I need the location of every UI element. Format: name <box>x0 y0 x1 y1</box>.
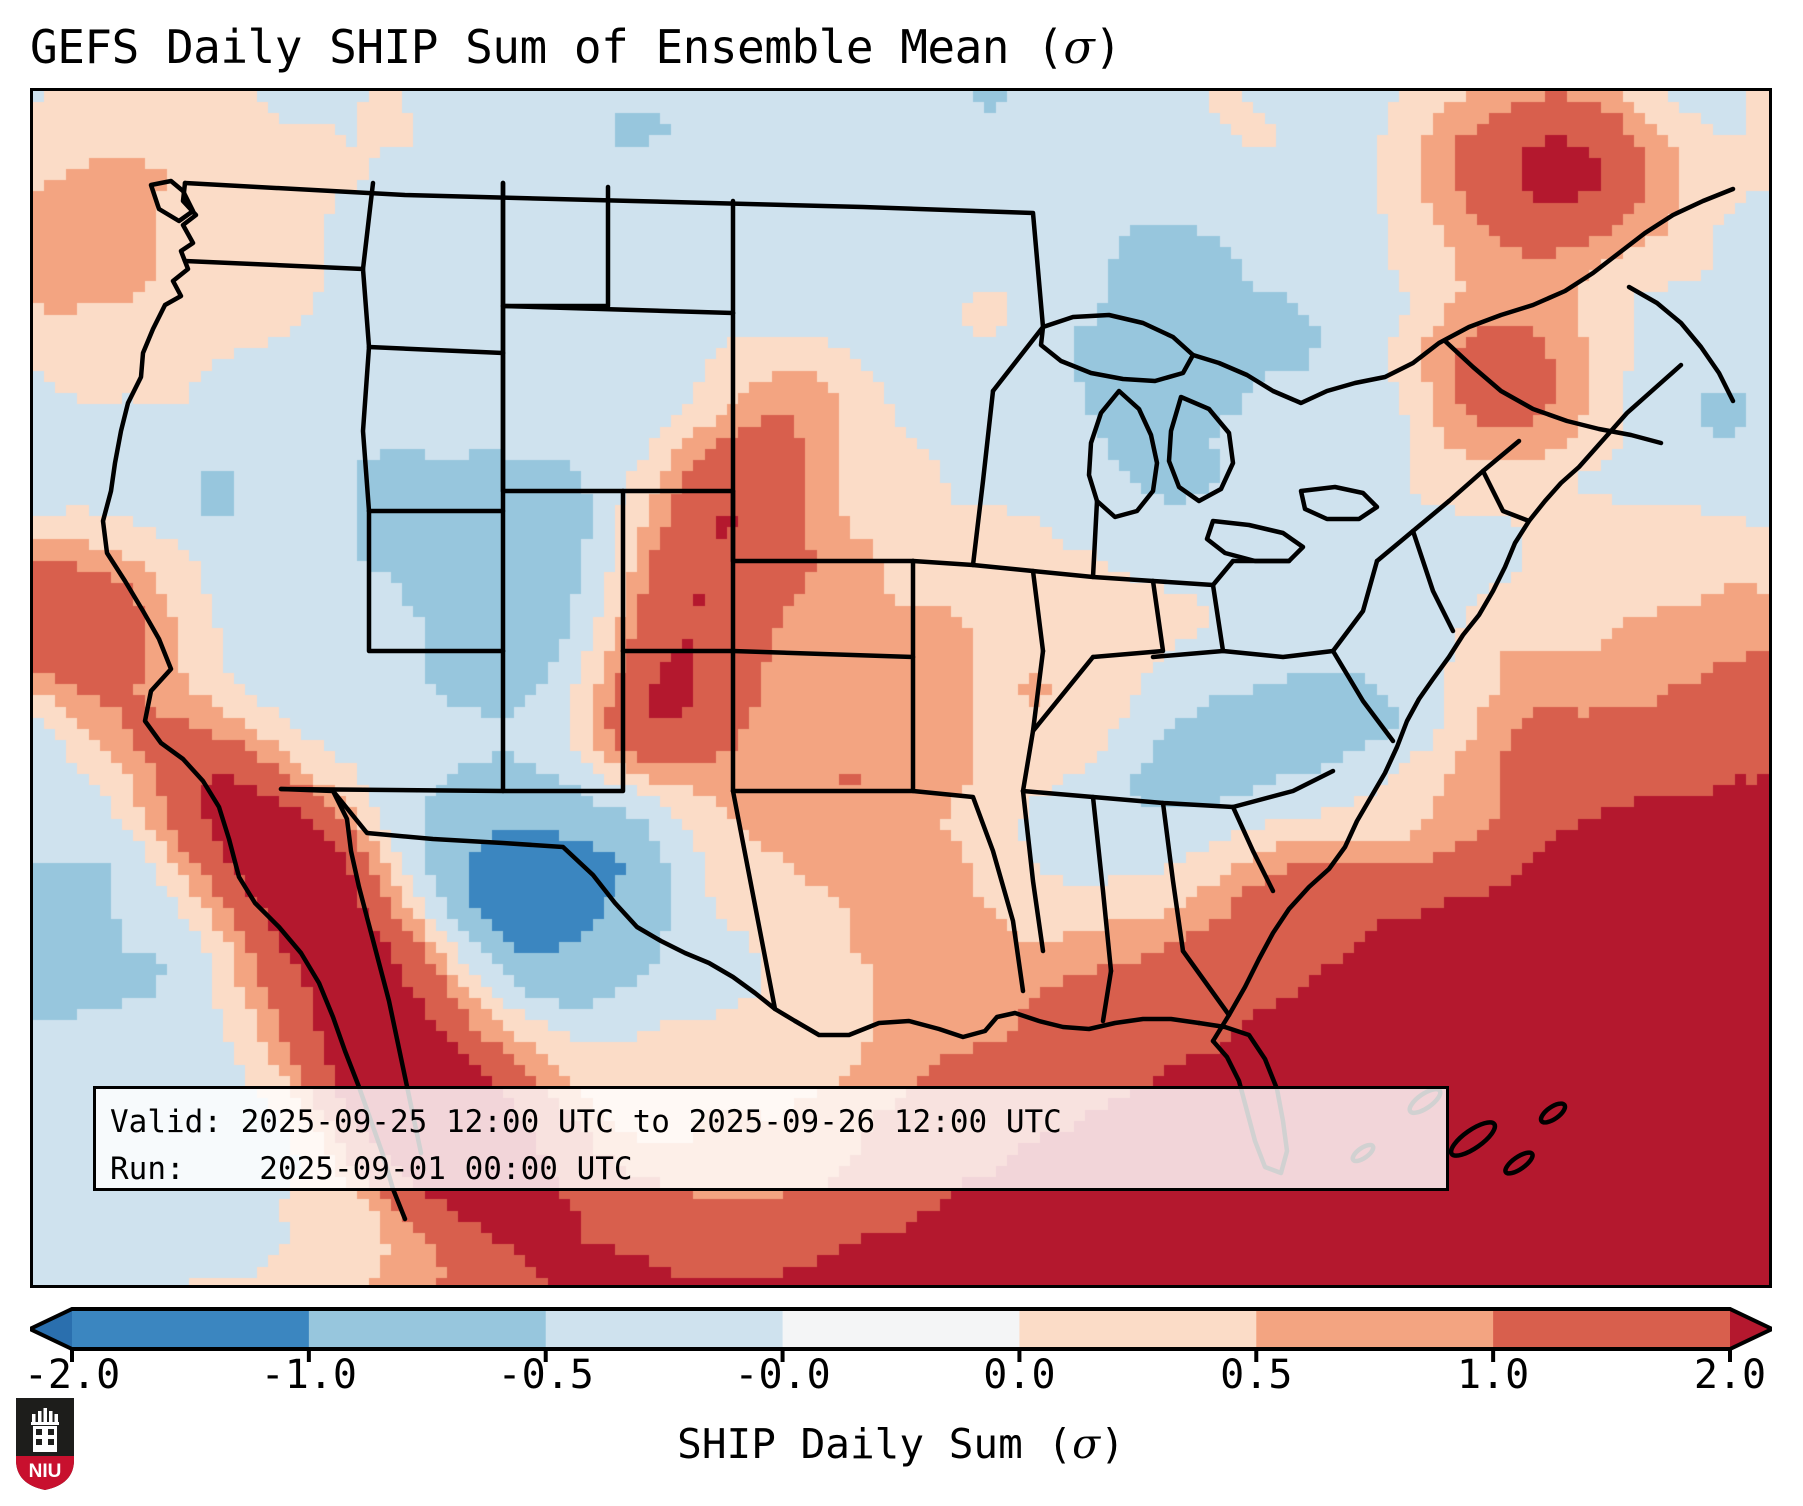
valid-time-info-box: Valid: 2025-09-25 12:00 UTC to 2025-09-2… <box>93 1086 1449 1191</box>
colorbar-tick-label-0: -2.0 <box>23 1352 121 1398</box>
title-text-prefix: GEFS Daily SHIP Sum of Ensemble Mean ( <box>30 20 1064 74</box>
geo-boundary-60 <box>1230 768 1336 810</box>
map-plot-area[interactable]: Valid: 2025-09-25 12:00 UTC to 2025-09-2… <box>30 88 1772 1288</box>
geo-boundary-1 <box>148 178 196 224</box>
geo-boundary-55 <box>1090 794 1114 974</box>
colorbar[interactable] <box>30 1303 1772 1363</box>
niu-logo: NIU <box>16 1398 74 1490</box>
geo-boundary-9 <box>1166 394 1236 504</box>
geo-boundary-12 <box>182 180 1046 330</box>
colorbar-segment-0 <box>72 1309 310 1349</box>
cbar-label-prefix: SHIP Daily Sum ( <box>677 1420 1073 1468</box>
geo-boundary-38 <box>730 788 778 1012</box>
run-time-line: Run: 2025-09-01 00:00 UTC <box>110 1151 633 1187</box>
geo-boundary-27 <box>620 488 736 654</box>
colorbar-under-arrow <box>30 1309 72 1349</box>
geo-boundary-47 <box>1030 654 1096 734</box>
colorbar-tick-label-1: -1.0 <box>260 1352 358 1398</box>
geo-island-2 <box>1503 1150 1535 1176</box>
geo-boundary-58 <box>1180 948 1232 1018</box>
geo-boundary-61 <box>1330 648 1396 744</box>
geo-boundary-19 <box>366 180 506 356</box>
geo-boundary-51 <box>1220 648 1336 660</box>
geo-boundary-20 <box>366 350 506 514</box>
geo-boundary-10 <box>1204 518 1306 564</box>
title-sigma-symbol: σ <box>1063 20 1095 74</box>
geo-boundary-54 <box>1020 788 1046 954</box>
geo-boundary-46 <box>1090 578 1166 660</box>
geo-boundary-57 <box>1230 804 1276 894</box>
geo-boundary-4 <box>792 1010 1202 1040</box>
geography-overlay <box>100 178 1736 1222</box>
colorbar-segment-3 <box>782 1309 1021 1349</box>
geo-boundary-65 <box>1480 468 1532 524</box>
geo-boundary-24 <box>500 310 736 494</box>
colorbar-segment-5 <box>1256 1309 1494 1349</box>
geo-boundary-42 <box>970 388 996 568</box>
title-text-suffix: ) <box>1094 20 1122 74</box>
geo-boundary-32 <box>500 648 626 794</box>
geo-island-1 <box>1448 1120 1498 1158</box>
cbar-label-sigma: σ <box>1072 1420 1101 1468</box>
geo-boundary-11 <box>1298 484 1380 522</box>
colorbar-tick-label-2: -0.5 <box>497 1352 594 1398</box>
geo-boundary-18 <box>360 180 376 272</box>
colorbar-tick-label-5: 0.5 <box>1220 1352 1293 1398</box>
geo-boundary-33 <box>730 558 916 660</box>
geo-boundary-13 <box>1190 186 1736 406</box>
colorbar-tick-label-6: 1.0 <box>1457 1352 1530 1398</box>
geo-boundary-36 <box>730 654 916 794</box>
colorbar-swatches <box>30 1307 1772 1362</box>
geo-boundary-29 <box>366 508 506 654</box>
geo-boundary-15 <box>1626 284 1736 404</box>
colorbar-segment-1 <box>308 1309 547 1349</box>
geo-boundary-8 <box>1086 388 1160 520</box>
geo-boundary-39 <box>910 788 1026 994</box>
colorbar-tick-labels: -2.0 -1.0 -0.5 -0.0 0.0 0.5 1.0 2.0 <box>24 1351 1772 1411</box>
geo-island-4 <box>1538 1101 1568 1125</box>
cbar-label-suffix: ) <box>1100 1420 1125 1468</box>
colorbar-over-arrow <box>1730 1309 1772 1349</box>
valid-time-line: Valid: 2025-09-25 12:00 UTC to 2025-09-2… <box>110 1104 1062 1140</box>
geo-boundary-52 <box>1330 558 1380 654</box>
geo-boundary-53 <box>1020 788 1236 810</box>
colorbar-axis-label: SHIP Daily Sum (σ) <box>30 1418 1772 1470</box>
geo-boundary-16 <box>182 258 372 350</box>
geo-boundary-17 <box>360 344 372 514</box>
geo-boundary-7 <box>1038 312 1196 384</box>
geo-boundary-22 <box>500 184 611 309</box>
colorbar-tick-label-3: -0.0 <box>734 1352 831 1398</box>
geo-boundary-40 <box>910 558 1046 654</box>
geo-boundary-31 <box>278 648 506 794</box>
geo-boundary-43 <box>990 324 1046 394</box>
colorbar-segment-6 <box>1493 1309 1731 1349</box>
geo-boundary-6 <box>1210 362 1684 1044</box>
colorbar-segment-4 <box>1019 1309 1257 1349</box>
geo-boundary-63 <box>1410 528 1456 634</box>
colorbar-tick-label-4: 0.0 <box>983 1352 1056 1398</box>
geo-boundary-3 <box>278 786 798 1024</box>
geo-boundary-59 <box>1100 968 1114 1024</box>
geo-boundary-23 <box>500 303 736 316</box>
colorbar-segment-2 <box>545 1309 784 1349</box>
geo-boundary-48 <box>1150 558 1236 588</box>
colorbar-tick-label-7: 2.0 <box>1693 1352 1767 1398</box>
geo-boundary-45 <box>1090 498 1100 580</box>
niu-logo-text: NIU <box>29 1461 62 1482</box>
geo-boundary-56 <box>1160 800 1186 954</box>
geo-boundary-0 <box>100 180 408 1222</box>
geo-boundary-14 <box>1442 338 1664 446</box>
page-title: GEFS Daily SHIP Sum of Ensemble Mean (σ) <box>30 18 1770 76</box>
